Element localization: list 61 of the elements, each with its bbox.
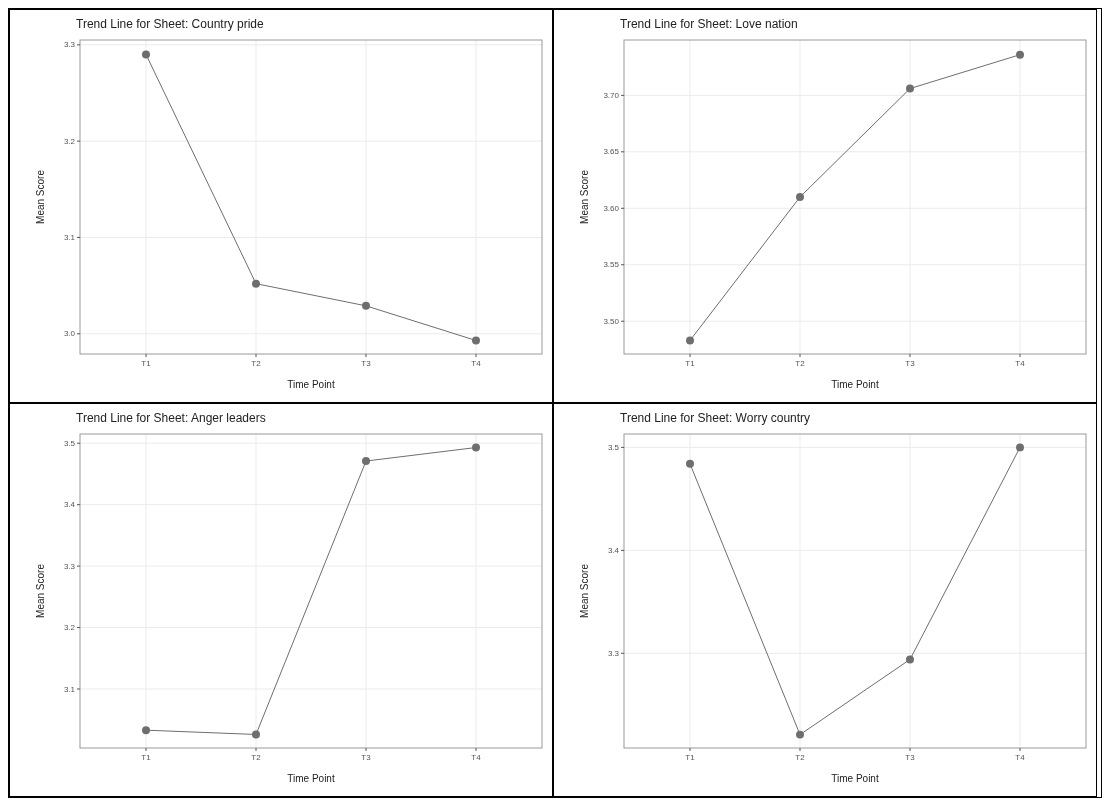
y-tick-label: 3.65 bbox=[603, 147, 620, 157]
x-tick-label: T4 bbox=[471, 753, 482, 762]
y-tick-label: 3.60 bbox=[603, 203, 620, 213]
point bbox=[906, 655, 914, 664]
point bbox=[1016, 50, 1024, 59]
x-tick-label: T2 bbox=[795, 359, 806, 368]
y-tick-label: 3.4 bbox=[607, 545, 620, 555]
y-tick-label: 3.3 bbox=[63, 561, 76, 571]
x-tick-label: T1 bbox=[141, 753, 152, 762]
y-axis-title: Mean Score bbox=[579, 169, 590, 224]
y-tick-label: 3.5 bbox=[63, 438, 76, 448]
x-tick-label: T3 bbox=[361, 359, 372, 368]
x-tick-label: T2 bbox=[251, 753, 262, 762]
y-tick-label: 3.70 bbox=[603, 90, 620, 100]
point bbox=[362, 301, 370, 310]
y-tick-label: 3.4 bbox=[63, 500, 76, 510]
x-axis-title: Time Point bbox=[831, 379, 879, 390]
x-axis-title: Time Point bbox=[287, 773, 335, 784]
x-tick-label: T3 bbox=[905, 753, 916, 762]
y-axis-title: Mean Score bbox=[579, 563, 590, 618]
y-tick-label: 3.50 bbox=[603, 316, 620, 326]
point bbox=[142, 726, 150, 735]
x-tick-label: T2 bbox=[795, 753, 806, 762]
x-tick-label: T1 bbox=[685, 753, 696, 762]
y-tick-label: 3.3 bbox=[63, 40, 76, 50]
point bbox=[796, 730, 804, 739]
x-tick-label: T3 bbox=[361, 753, 372, 762]
point bbox=[472, 336, 480, 345]
point bbox=[686, 336, 694, 345]
chart-title: Trend Line for Sheet: Love nation bbox=[620, 17, 798, 31]
y-tick-label: 3.55 bbox=[603, 260, 620, 270]
x-axis-title: Time Point bbox=[287, 379, 335, 390]
point bbox=[686, 459, 694, 468]
x-tick-label: T1 bbox=[141, 359, 152, 368]
y-tick-label: 3.5 bbox=[607, 442, 620, 452]
point bbox=[472, 443, 480, 452]
point bbox=[142, 50, 150, 59]
x-tick-label: T2 bbox=[251, 359, 262, 368]
y-tick-label: 3.2 bbox=[63, 623, 76, 633]
y-tick-label: 3.1 bbox=[63, 684, 76, 694]
chart-title: Trend Line for Sheet: Worry country bbox=[620, 411, 811, 425]
x-tick-label: T3 bbox=[905, 359, 916, 368]
point bbox=[362, 457, 370, 466]
y-tick-label: 3.2 bbox=[63, 136, 76, 146]
y-tick-label: 3.3 bbox=[607, 648, 620, 658]
point bbox=[796, 193, 804, 201]
x-tick-label: T4 bbox=[1015, 359, 1026, 368]
chart-title: Trend Line for Sheet: Anger leaders bbox=[76, 411, 266, 425]
point bbox=[1016, 443, 1024, 452]
y-axis-title: Mean Score bbox=[35, 169, 46, 224]
y-tick-label: 3.0 bbox=[63, 329, 76, 339]
x-tick-label: T4 bbox=[471, 359, 482, 368]
point bbox=[252, 279, 260, 288]
y-axis-title: Mean Score bbox=[35, 563, 46, 618]
y-tick-label: 3.1 bbox=[63, 233, 76, 243]
x-tick-label: T4 bbox=[1015, 753, 1026, 762]
chart-title: Trend Line for Sheet: Country pride bbox=[76, 17, 264, 31]
x-axis-title: Time Point bbox=[831, 773, 879, 784]
point bbox=[252, 730, 260, 739]
point bbox=[906, 84, 914, 93]
x-tick-label: T1 bbox=[685, 359, 696, 368]
